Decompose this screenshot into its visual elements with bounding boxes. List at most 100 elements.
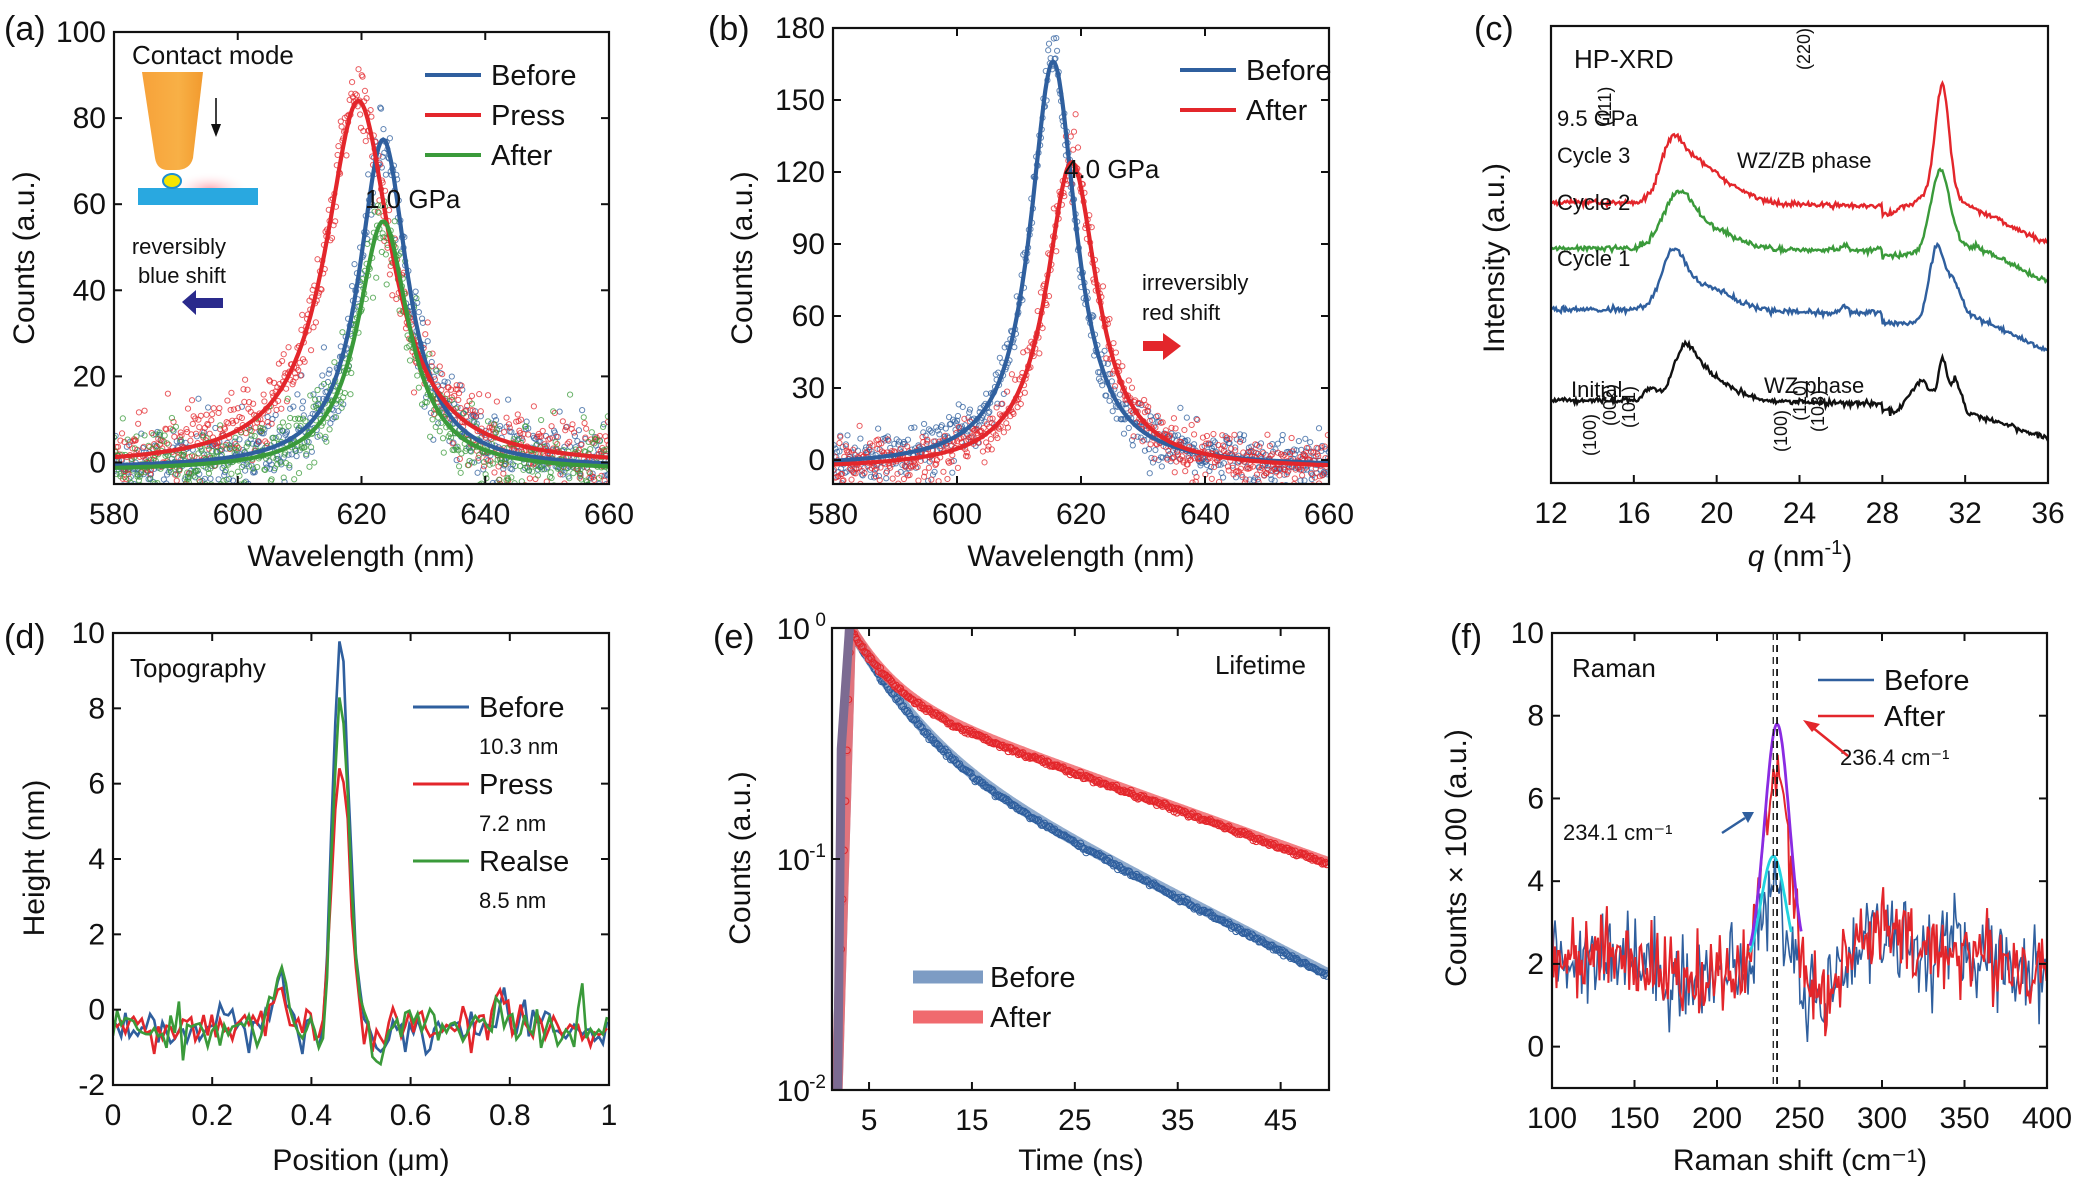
- data-point: [477, 408, 484, 415]
- data-point: [480, 458, 488, 466]
- data-point: [163, 440, 171, 447]
- data-point: [1205, 440, 1212, 447]
- data-point: [141, 407, 148, 414]
- data-point: [430, 436, 437, 443]
- data-point: [1076, 768, 1085, 777]
- data-point: [491, 489, 496, 494]
- data-point: [182, 499, 187, 504]
- data-point: [484, 457, 492, 464]
- data-point: [114, 432, 119, 440]
- data-point: [571, 429, 578, 436]
- data-point: [429, 416, 436, 423]
- data-point: [240, 481, 247, 484]
- x-axis-title-e: Time (ns): [1018, 1144, 1144, 1177]
- data-point: [904, 436, 912, 443]
- data-point: [414, 372, 421, 379]
- data-point: [1036, 350, 1043, 357]
- x-tick-label: 620: [336, 498, 386, 531]
- y-tick-label: 6: [88, 768, 105, 801]
- data-point: [1141, 447, 1149, 454]
- peak-after-label: 236.4 cm⁻¹: [1840, 745, 1949, 770]
- x-tick-label: 24: [1783, 497, 1816, 530]
- lifetime-label: Lifetime: [1215, 650, 1306, 680]
- data-point: [382, 171, 389, 178]
- data-point: [587, 445, 594, 453]
- data-point: [1099, 283, 1107, 290]
- data-point: [195, 450, 202, 457]
- data-point: [147, 493, 152, 498]
- x-tick-label: 640: [1180, 498, 1230, 531]
- data-point: [1014, 750, 1023, 759]
- data-point: [332, 218, 339, 225]
- data-point: [251, 432, 258, 440]
- data-point: [155, 495, 160, 500]
- data-point: [429, 350, 436, 357]
- data-point: [1318, 444, 1325, 451]
- data-point: [1112, 349, 1120, 356]
- data-point: [1042, 822, 1050, 830]
- hkl-002: (002): [1600, 384, 1620, 426]
- data-point: [857, 435, 864, 442]
- data-point: [1141, 436, 1148, 443]
- data-point: [1263, 941, 1272, 949]
- data-point: [131, 445, 139, 452]
- peak-after-arrow-icon: [1803, 720, 1849, 757]
- data-point: [269, 389, 276, 397]
- data-point: [517, 430, 524, 437]
- data-point: [209, 411, 216, 418]
- plot-frame-f: [1550, 631, 2049, 1090]
- data-point: [1154, 412, 1161, 420]
- data-point: [494, 456, 501, 463]
- panel-label-f: (f): [1450, 618, 1482, 656]
- data-point: [526, 485, 531, 490]
- data-point: [1070, 146, 1077, 153]
- legend-label-realse: Realse: [479, 846, 569, 878]
- data-point: [232, 434, 239, 441]
- data-point: [415, 384, 422, 391]
- data-point: [1278, 437, 1286, 444]
- peak-before-label: 234.1 cm⁻¹: [1563, 820, 1672, 845]
- data-point: [335, 407, 342, 415]
- data-point: [1322, 860, 1329, 869]
- legend-a: Before Press After: [425, 60, 576, 172]
- data-point: [1255, 478, 1262, 484]
- data-point: [225, 442, 233, 449]
- legend-sublabel: 10.3 nm: [479, 734, 559, 759]
- data-point: [1256, 464, 1263, 471]
- data-point: [949, 452, 956, 459]
- data-point: [194, 467, 201, 474]
- data-point: [546, 435, 554, 442]
- data-point: [590, 473, 597, 481]
- data-point: [188, 452, 196, 459]
- data-point: [114, 443, 122, 450]
- data-point: [538, 416, 545, 424]
- data-point: [466, 444, 473, 452]
- panel-c: (c) 12 16 20 24 28 32 36 q (nm-1) Intensity (a…: [1474, 10, 2065, 573]
- data-point: [471, 411, 478, 418]
- data-point: [238, 414, 245, 422]
- data-point: [1269, 451, 1276, 458]
- data-point: [1256, 443, 1263, 450]
- scatter-series-before: [837, 628, 1329, 980]
- data-point: [280, 351, 287, 358]
- data-point: [1220, 460, 1228, 467]
- data-point: [1229, 464, 1236, 471]
- data-point: [501, 428, 508, 436]
- data-point: [182, 480, 189, 484]
- data-point: [582, 434, 589, 441]
- data-point: [497, 459, 505, 467]
- data-point: [326, 366, 333, 373]
- data-point: [571, 432, 579, 440]
- data-point: [303, 451, 310, 458]
- data-point: [551, 482, 557, 484]
- data-point: [908, 464, 915, 471]
- raman-line-after: [1552, 754, 2047, 1037]
- y-axis-title-c: Intensity (a.u.): [1478, 163, 1511, 353]
- x-tick-label: 660: [1304, 498, 1354, 531]
- data-point: [559, 418, 566, 425]
- data-point: [563, 489, 568, 494]
- data-point: [925, 464, 933, 471]
- data-point: [522, 482, 528, 484]
